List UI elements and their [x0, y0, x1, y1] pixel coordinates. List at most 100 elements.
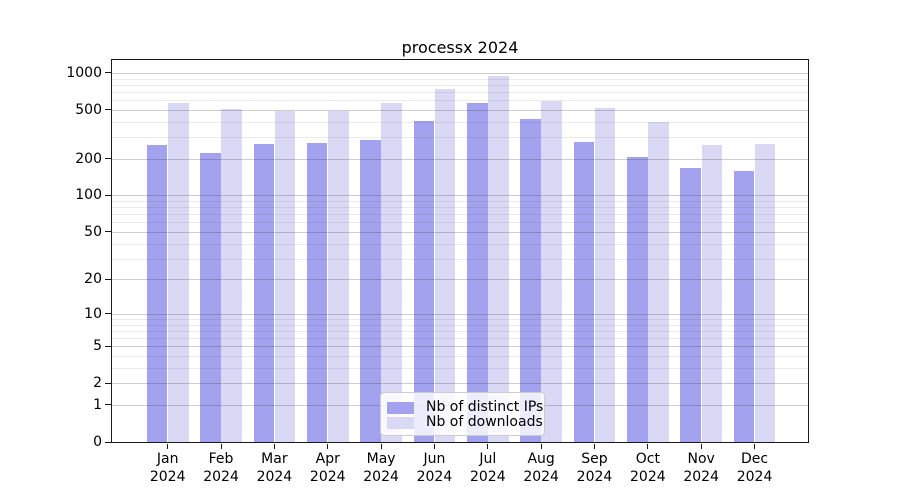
bar-downloads [701, 144, 722, 442]
legend-swatch-distinct-ips [387, 401, 414, 414]
y-axis-tick [105, 231, 111, 233]
x-tick-label: Jun 2024 [399, 450, 469, 486]
y-tick-label: 10 [84, 305, 102, 322]
x-axis-tick [327, 443, 329, 449]
y-axis-tick [105, 404, 111, 406]
y-axis-tick [105, 158, 111, 160]
bar-distinct-ips [520, 119, 541, 442]
legend-item-distinct-ips: Nb of distinct IPs [381, 400, 544, 415]
bar-downloads [541, 100, 562, 442]
y-tick-label: 1 [93, 396, 102, 413]
bar-distinct-ips [680, 167, 701, 442]
x-tick-label: Jan 2024 [133, 450, 203, 486]
x-axis-tick [167, 443, 169, 449]
y-gridline-major [112, 279, 808, 281]
y-gridline-major [112, 231, 808, 233]
chart-title: processx 2024 [401, 38, 519, 57]
x-tick-year: 2024 [416, 469, 453, 485]
x-tick-month: Jun [423, 451, 446, 467]
y-axis-tick [105, 313, 111, 315]
x-tick-month: Mar [261, 451, 288, 467]
y-tick-label: 20 [84, 271, 102, 288]
y-gridline-major [112, 313, 808, 315]
y-gridline-minor [112, 84, 808, 86]
x-tick-month: Jul [479, 451, 497, 467]
y-gridline-minor [112, 137, 808, 139]
y-gridline-minor [112, 243, 808, 245]
x-axis-tick [754, 443, 756, 449]
bar-distinct-ips [200, 153, 221, 442]
x-axis-tick [220, 443, 222, 449]
y-gridline-major [112, 195, 808, 197]
x-tick-year: 2024 [576, 469, 613, 485]
x-axis-tick [273, 443, 275, 449]
y-tick-label: 50 [84, 223, 102, 240]
x-tick-label: Feb 2024 [186, 450, 256, 486]
legend: Nb of distinct IPs Nb of downloads [380, 392, 545, 436]
y-gridline-minor [112, 100, 808, 102]
y-gridline-minor [112, 330, 808, 332]
bar-downloads [381, 102, 402, 442]
y-gridline-minor [112, 207, 808, 209]
x-tick-label: Sep 2024 [560, 450, 630, 486]
plot-area [111, 59, 809, 443]
y-gridline-minor [112, 222, 808, 224]
bar-downloads [168, 103, 189, 442]
bar-distinct-ips [733, 171, 755, 442]
y-tick-label: 0 [93, 434, 102, 450]
x-tick-year: 2024 [469, 469, 506, 485]
x-tick-month: Dec [741, 451, 769, 467]
y-gridline-minor [112, 338, 808, 340]
x-axis-tick [700, 443, 702, 449]
x-tick-year: 2024 [149, 469, 186, 485]
x-tick-label: Oct 2024 [613, 450, 683, 486]
y-gridline-minor [112, 324, 808, 326]
x-tick-month: May [366, 451, 396, 467]
y-axis-tick [105, 382, 111, 384]
y-tick-label: 200 [75, 150, 102, 167]
y-gridline-minor [112, 367, 808, 369]
x-tick-year: 2024 [523, 469, 559, 485]
y-tick-label: 1000 [66, 64, 102, 81]
x-axis-tick [540, 443, 542, 449]
x-tick-year: 2024 [203, 469, 239, 485]
x-tick-label: Jul 2024 [453, 450, 523, 486]
x-tick-year: 2024 [683, 469, 719, 485]
y-gridline-minor [112, 121, 808, 123]
bar-downloads [488, 76, 509, 442]
legend-label-distinct-ips: Nb of distinct IPs [426, 399, 544, 415]
bar-distinct-ips [573, 142, 595, 442]
x-tick-label: Mar 2024 [239, 450, 309, 486]
legend-label-downloads: Nb of downloads [426, 414, 543, 430]
y-gridline-major [112, 72, 808, 74]
legend-item-downloads: Nb of downloads [381, 415, 544, 430]
x-tick-label: May 2024 [346, 450, 416, 486]
y-axis-tick [105, 441, 111, 443]
y-gridline-minor [112, 201, 808, 203]
bar-downloads [648, 121, 669, 442]
y-axis-tick [105, 194, 111, 196]
y-tick-label: 500 [75, 101, 102, 118]
x-tick-year: 2024 [256, 469, 293, 485]
bar-downloads [221, 108, 242, 442]
x-tick-month: Jan [156, 451, 179, 467]
y-gridline-major [112, 346, 808, 348]
x-tick-year: 2024 [309, 469, 346, 485]
bar-distinct-ips [146, 144, 168, 442]
legend-swatch-downloads [387, 416, 414, 429]
bar-downloads [594, 107, 616, 442]
y-gridline-minor [112, 258, 808, 260]
y-tick-label: 100 [75, 187, 102, 204]
bar-downloads [328, 110, 349, 442]
x-tick-month: Oct [635, 451, 660, 467]
bar-downloads [754, 143, 776, 442]
y-gridline-major [112, 383, 808, 385]
bar-downloads [274, 111, 296, 442]
x-tick-year: 2024 [363, 469, 399, 485]
x-tick-month: Nov [687, 451, 715, 467]
x-axis-tick [487, 443, 489, 449]
x-tick-label: Aug 2024 [506, 450, 576, 486]
x-tick-label: Dec 2024 [720, 450, 790, 486]
bar-distinct-ips [627, 156, 648, 442]
